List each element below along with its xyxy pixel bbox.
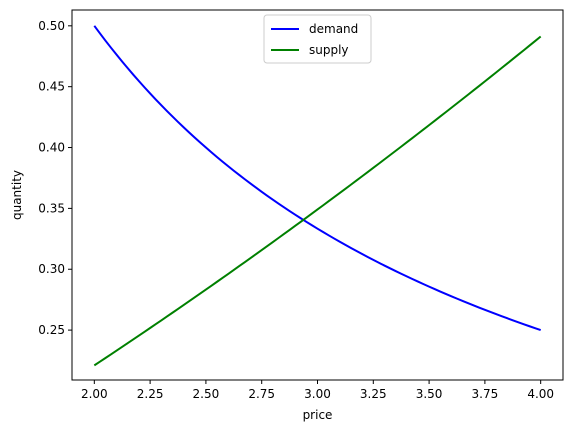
series-line-demand <box>93 25 542 332</box>
x-tick-label: 2.25 <box>137 387 164 401</box>
y-axis-label: quantity <box>10 170 24 220</box>
y-tick-label: 0.40 <box>38 141 65 155</box>
series-line-supply <box>93 35 542 367</box>
x-axis-label: price <box>303 408 333 422</box>
legend-label-supply: supply <box>309 43 349 57</box>
x-tick-label: 3.00 <box>304 387 331 401</box>
y-tick-label: 0.30 <box>38 262 65 276</box>
legend: demand supply <box>263 14 372 64</box>
x-tick-label: 3.50 <box>416 387 443 401</box>
x-tick-label: 3.75 <box>472 387 499 401</box>
y-tick-label: 0.50 <box>38 19 65 33</box>
legend-label-demand: demand <box>309 22 358 36</box>
x-axis: 2.00 2.25 2.50 2.75 3.00 3.25 3.50 3.75 4.00 <box>81 380 554 401</box>
y-tick-label: 0.35 <box>38 201 65 215</box>
y-tick-label: 0.25 <box>38 323 65 337</box>
x-tick-label: 2.50 <box>193 387 220 401</box>
x-tick-label: 2.75 <box>248 387 275 401</box>
plot-area <box>93 25 542 367</box>
x-tick-label: 3.25 <box>360 387 387 401</box>
y-tick-label: 0.45 <box>38 80 65 94</box>
x-tick-label: 2.00 <box>81 387 108 401</box>
x-tick-label: 4.00 <box>527 387 554 401</box>
y-axis: 0.25 0.30 0.35 0.40 0.45 0.50 <box>38 19 72 337</box>
